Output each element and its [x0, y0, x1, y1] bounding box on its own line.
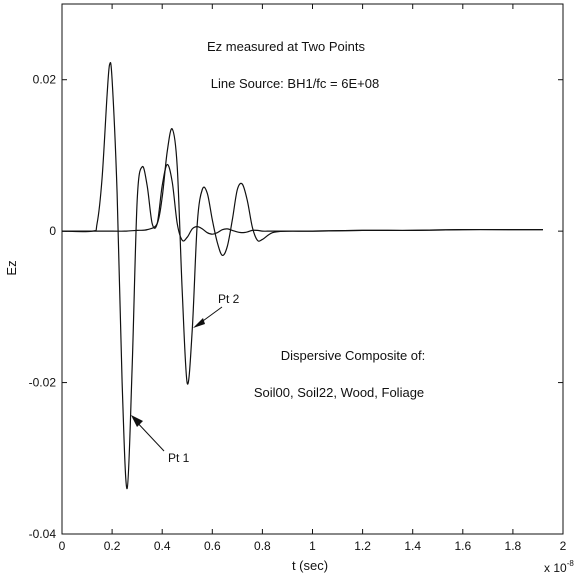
pt2-arrowhead	[193, 318, 205, 328]
y-axis-ticks: -0.04 -0.02 0 0.02	[29, 73, 563, 541]
pt1-arrowhead	[131, 415, 143, 427]
annotation-composite: Dispersive Composite of:	[281, 348, 426, 363]
x-tick-label: 1.8	[505, 539, 522, 553]
y-axis-label: Ez	[4, 260, 19, 275]
x-tick-label: 1.6	[454, 539, 471, 553]
y-tick-label: 0	[49, 224, 56, 238]
x-axis-ticks: 0 0.2 0.4 0.6 0.8 1 1.2 1.4 1.6 1.8 2	[59, 4, 567, 553]
pt2-label: Pt 2	[218, 292, 240, 306]
x-tick-label: 0.4	[154, 539, 171, 553]
annotation-title: Ez measured at Two Points	[207, 39, 366, 54]
annotation-materials: Soil00, Soil22, Wood, Foliage	[254, 385, 424, 400]
x-axis-exponent: x 10-8	[544, 559, 574, 575]
y-tick-label: 0.02	[33, 73, 57, 87]
series-layer	[61, 61, 543, 490]
x-exponent-base: x 10	[544, 561, 567, 575]
x-tick-label: 0.6	[204, 539, 221, 553]
x-tick-label: 0.8	[254, 539, 271, 553]
x-tick-label: 2	[560, 539, 567, 553]
pt1-label: Pt 1	[168, 451, 190, 465]
annotation-source: Line Source: BH1/fc = 6E+08	[211, 76, 379, 91]
x-exponent-power: -8	[567, 559, 575, 568]
x-tick-label: 0	[59, 539, 66, 553]
x-tick-label: 1	[309, 539, 316, 553]
x-tick-label: 1.2	[354, 539, 371, 553]
y-tick-label: -0.02	[29, 376, 57, 390]
series-line-pt-2	[61, 128, 543, 385]
x-tick-label: 1.4	[404, 539, 421, 553]
x-axis-label: t (sec)	[292, 558, 328, 573]
y-tick-label: -0.04	[29, 527, 57, 541]
series-line-pt-1	[61, 61, 543, 490]
x-tick-label: 0.2	[104, 539, 121, 553]
